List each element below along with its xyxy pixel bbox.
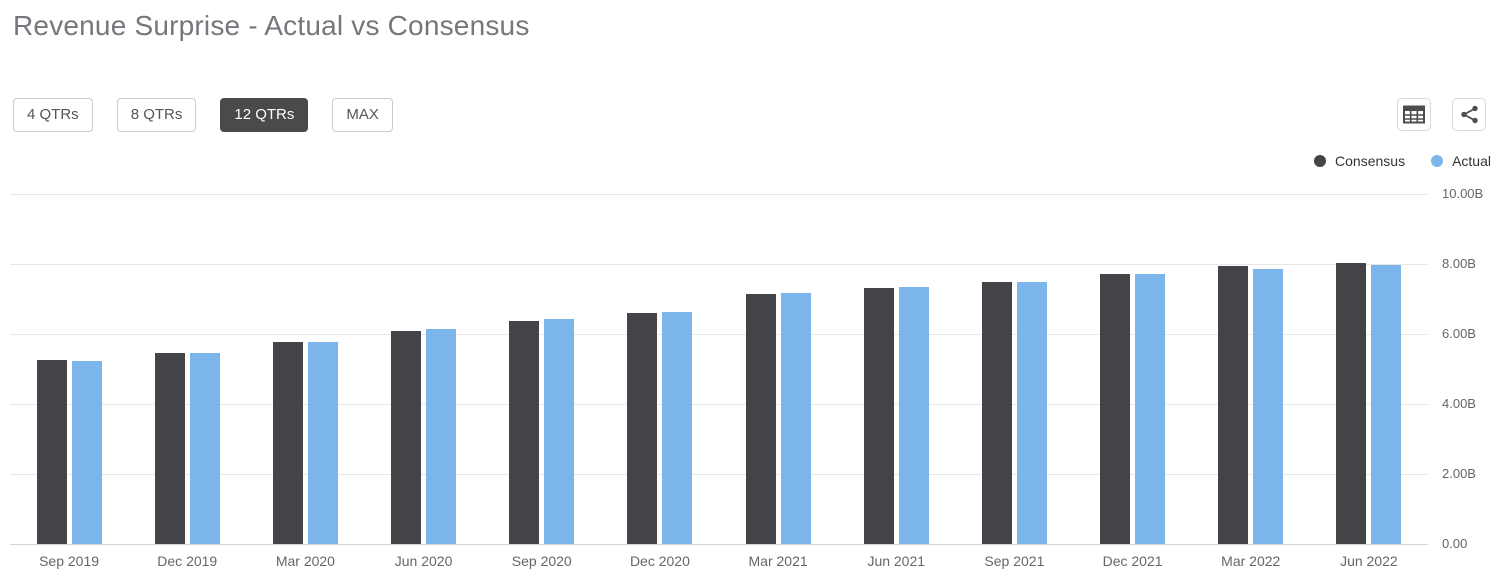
consensus-bar-dec-2019[interactable] (154, 353, 185, 544)
range-toolbar: 4 QTRs 8 QTRs 12 QTRs MAX (13, 98, 393, 132)
x-axis-label: Mar 2022 (1221, 553, 1281, 569)
x-axis-label: Jun 2020 (394, 553, 453, 569)
x-axis-label: Sep 2021 (984, 553, 1045, 569)
y-axis-label: 6.00B (1442, 326, 1476, 341)
x-axis-label: Mar 2021 (748, 553, 808, 569)
consensus-bar-jun-2022[interactable] (1336, 262, 1367, 544)
consensus-bar-sep-2019[interactable] (36, 360, 67, 544)
actual-bar-mar-2022[interactable] (1253, 268, 1284, 544)
consensus-bar-dec-2020[interactable] (627, 313, 658, 544)
legend-label: Consensus (1335, 153, 1406, 169)
actual-bar-jun-2021[interactable] (898, 287, 929, 544)
gridline (10, 334, 1428, 335)
actual-bar-dec-2019[interactable] (189, 352, 220, 544)
table-icon (1403, 105, 1425, 124)
x-axis-label: Jun 2022 (1340, 553, 1398, 569)
consensus-bar-mar-2020[interactable] (272, 342, 303, 544)
page-title: Revenue Surprise - Actual vs Consensus (13, 10, 530, 41)
actual-bar-jun-2022[interactable] (1371, 265, 1402, 544)
consensus-bar-jun-2020[interactable] (391, 331, 422, 544)
consensus-bar-sep-2020[interactable] (509, 320, 540, 544)
x-axis-line (10, 544, 1428, 545)
actual-bar-sep-2021[interactable] (1016, 282, 1047, 544)
x-axis-label: Dec 2019 (157, 553, 218, 569)
actual-bar-dec-2021[interactable] (1135, 274, 1166, 544)
consensus-bar-jun-2021[interactable] (863, 287, 894, 544)
share-button[interactable] (1452, 98, 1486, 131)
x-axis-label: Sep 2020 (511, 553, 572, 569)
x-axis-label: Jun 2021 (867, 553, 926, 569)
x-axis-label: Dec 2020 (629, 553, 690, 569)
actual-legend-marker-icon (1431, 155, 1444, 167)
consensus-bar-mar-2022[interactable] (1218, 266, 1249, 544)
legend-item-consensus[interactable]: Consensus (1314, 153, 1405, 169)
gridline (10, 404, 1428, 405)
share-icon (1460, 105, 1478, 124)
x-axis-label: Mar 2020 (275, 553, 335, 569)
y-axis-label: 2.00B (1442, 466, 1476, 481)
consensus-legend-marker-icon (1314, 155, 1327, 167)
y-axis-label: 4.00B (1442, 396, 1476, 411)
range-button-8-qtrs[interactable]: 8 QTRs (116, 98, 197, 132)
gridline (10, 264, 1428, 265)
actual-bar-sep-2019[interactable] (71, 360, 102, 544)
table-view-button[interactable] (1397, 98, 1431, 131)
consensus-bar-mar-2021[interactable] (745, 294, 776, 544)
range-button-4-qtrs[interactable]: 4 QTRs (13, 98, 93, 132)
actual-bar-sep-2020[interactable] (544, 318, 575, 544)
range-button-12-qtrs[interactable]: 12 QTRs (220, 98, 309, 132)
actual-bar-mar-2021[interactable] (780, 293, 811, 544)
gridline (10, 194, 1428, 195)
legend-label: Actual (1452, 153, 1491, 169)
gridline (10, 474, 1428, 475)
y-axis-label: 0.00 (1442, 536, 1468, 551)
consensus-bar-sep-2021[interactable] (981, 282, 1012, 544)
actual-bar-dec-2020[interactable] (662, 311, 693, 544)
legend-item-actual[interactable]: Actual (1431, 153, 1491, 169)
y-axis-label: 10.00B (1442, 186, 1484, 201)
x-axis-label: Sep 2019 (39, 553, 100, 569)
y-axis-label: 8.00B (1442, 256, 1476, 271)
actual-bar-mar-2020[interactable] (307, 342, 338, 544)
actual-bar-jun-2020[interactable] (426, 328, 457, 544)
consensus-bar-dec-2021[interactable] (1100, 274, 1131, 544)
chart-legend: Consensus Actual (1314, 151, 1491, 171)
x-axis-label: Dec 2021 (1102, 553, 1163, 569)
range-button-max[interactable]: MAX (332, 98, 393, 132)
